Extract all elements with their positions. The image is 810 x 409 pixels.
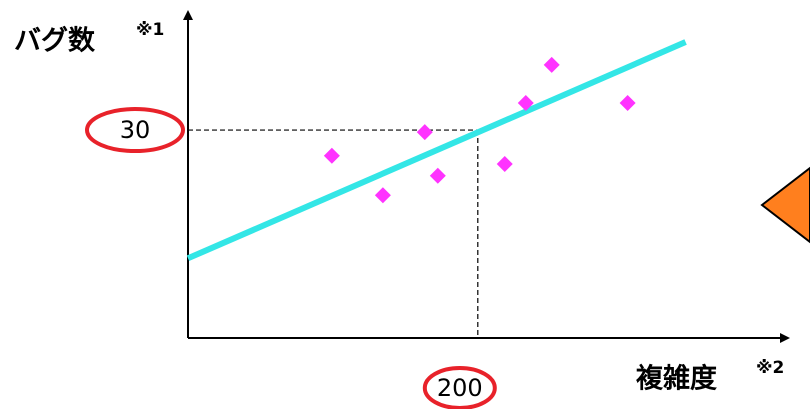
y-axis-title: バグ数 (14, 25, 96, 57)
data-point (416, 124, 433, 141)
data-point (496, 156, 513, 173)
x-tick-label: 200 (437, 374, 483, 402)
y-axis-note: ※1 (136, 20, 164, 40)
x-axis-note: ※2 (756, 358, 784, 378)
trend-line (186, 39, 687, 262)
y-tick-label: 30 (120, 116, 151, 144)
x-axis-title: 複雑度 (636, 363, 717, 395)
tick-highlight (422, 366, 497, 409)
callout-arrow (760, 166, 810, 244)
data-point (323, 147, 340, 164)
data-point (429, 167, 446, 184)
data-point (543, 56, 560, 73)
data-point (619, 95, 636, 112)
data-point (374, 187, 391, 204)
tick-highlight (85, 107, 185, 154)
data-point (517, 95, 534, 112)
